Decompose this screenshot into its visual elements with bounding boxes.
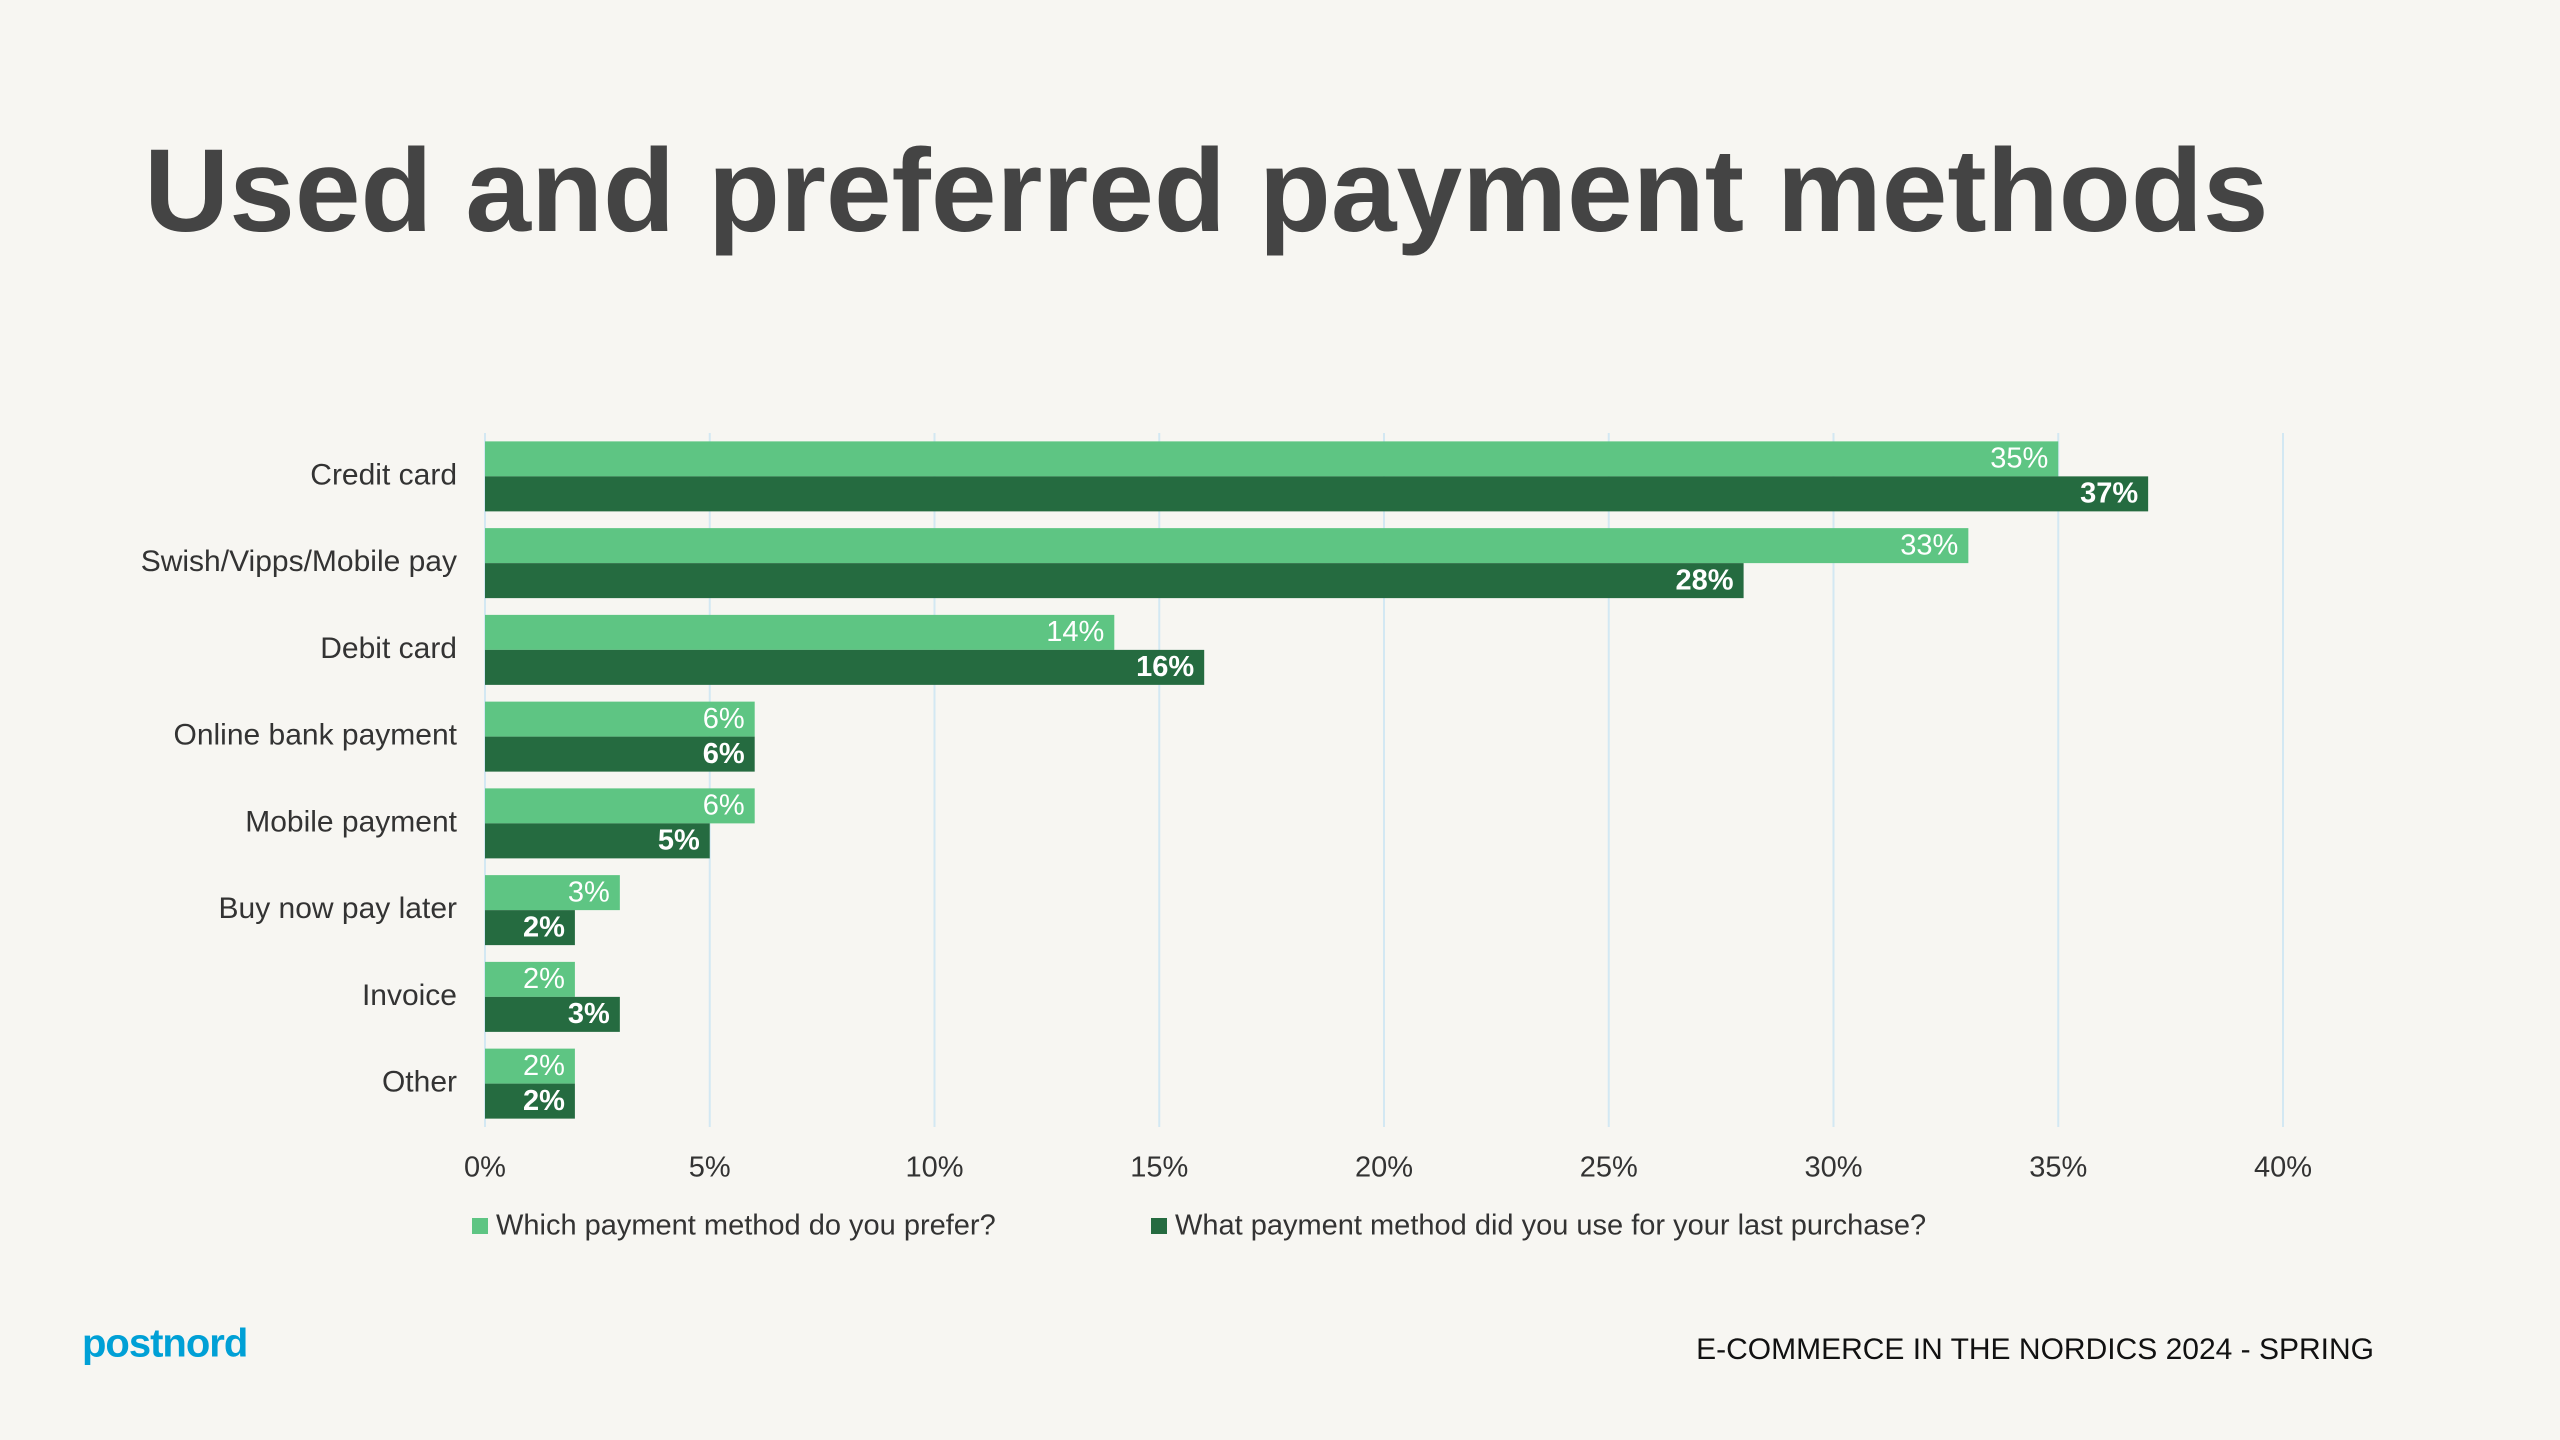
value-label: 5% [658, 825, 700, 857]
x-tick-label: 25% [1580, 1152, 1638, 1184]
x-tick-label: 30% [1804, 1152, 1862, 1184]
value-label: 37% [2080, 478, 2138, 510]
bar [485, 614, 1115, 650]
y-tick-label: Online bank payment [173, 719, 457, 752]
legend-label: What payment method did you use for your… [1175, 1210, 1926, 1242]
bar [485, 910, 575, 946]
bar [485, 649, 1205, 685]
x-tick-label: 0% [464, 1152, 506, 1184]
value-label: 6% [703, 703, 745, 735]
bar [485, 823, 710, 859]
x-tick-label: 15% [1130, 1152, 1188, 1184]
value-label: 3% [568, 998, 610, 1030]
bar [485, 961, 575, 997]
legend-marker [472, 1218, 488, 1234]
value-label: 33% [1900, 529, 1958, 561]
y-tick-label: Buy now pay later [219, 892, 457, 925]
bar [485, 1048, 575, 1084]
y-tick-label: Debit card [320, 632, 457, 665]
value-label: 14% [1046, 616, 1104, 648]
bar [485, 441, 2059, 477]
value-label: 3% [568, 876, 610, 908]
bar [485, 788, 755, 824]
legend-label: Which payment method do you prefer? [496, 1210, 996, 1242]
bar [485, 875, 620, 911]
y-tick-label: Credit card [310, 458, 457, 491]
value-label: 16% [1136, 651, 1194, 683]
bar [485, 528, 1969, 564]
value-label: 2% [523, 911, 565, 943]
value-label: 28% [1676, 564, 1734, 596]
x-tick-label: 10% [905, 1152, 963, 1184]
bar [485, 1083, 575, 1119]
value-label: 2% [523, 1085, 565, 1117]
value-label: 6% [703, 738, 745, 770]
chart-title: Used and preferred payment methods [144, 125, 2269, 257]
value-label: 6% [703, 790, 745, 822]
x-tick-label: 40% [2254, 1152, 2312, 1184]
value-label: 2% [523, 963, 565, 995]
bar [485, 563, 1744, 599]
logo: postnord [82, 1322, 247, 1366]
y-tick-label: Other [382, 1066, 457, 1099]
legend-marker [1151, 1218, 1167, 1234]
y-tick-label: Mobile payment [245, 805, 457, 838]
y-tick-label: Invoice [362, 979, 457, 1012]
source: E-COMMERCE IN THE NORDICS 2024 - SPRING [1696, 1333, 2374, 1366]
bar [485, 476, 2149, 512]
value-label: 35% [1990, 443, 2048, 475]
x-tick-label: 20% [1355, 1152, 1413, 1184]
bar [485, 996, 620, 1032]
value-label: 2% [523, 1050, 565, 1082]
bar [485, 701, 755, 737]
x-tick-label: 5% [689, 1152, 731, 1184]
bar [485, 736, 755, 772]
y-tick-label: Swish/Vipps/Mobile pay [141, 545, 457, 578]
x-tick-label: 35% [2029, 1152, 2087, 1184]
